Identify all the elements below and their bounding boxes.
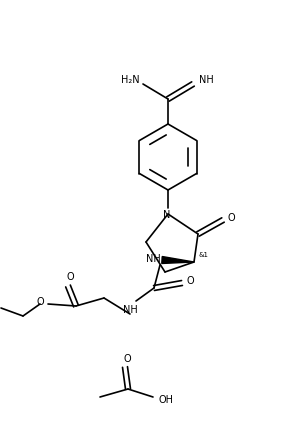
Text: O: O (36, 296, 44, 306)
Text: &1: &1 (198, 251, 208, 257)
Text: NH: NH (199, 75, 213, 85)
Polygon shape (162, 257, 194, 264)
Text: N: N (163, 210, 171, 220)
Text: OH: OH (158, 394, 173, 404)
Text: O: O (186, 275, 194, 285)
Text: O: O (66, 271, 74, 281)
Text: O: O (123, 353, 131, 363)
Text: H₂N: H₂N (121, 75, 139, 85)
Text: NH: NH (146, 253, 160, 263)
Text: NH: NH (123, 304, 137, 314)
Text: O: O (227, 213, 235, 223)
